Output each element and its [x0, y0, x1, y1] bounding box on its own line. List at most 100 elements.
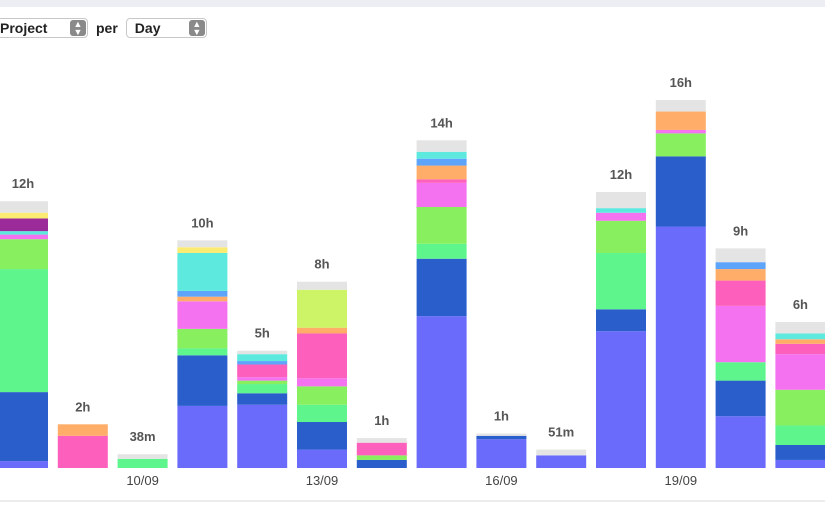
x-tick-label: 13/09 — [306, 473, 339, 488]
bar-segment — [416, 258, 467, 317]
bar-segment — [57, 435, 108, 468]
bar-segment — [715, 416, 766, 468]
bar-segment — [416, 182, 467, 207]
bar-segment — [297, 404, 347, 423]
bar-segment — [57, 424, 108, 436]
bar-segment — [775, 389, 825, 426]
bar-segment — [356, 455, 407, 460]
bar-segment — [416, 165, 467, 180]
bar-segment — [596, 252, 646, 310]
bar-segment — [775, 445, 825, 460]
bar-segment — [0, 218, 48, 232]
bar-segment — [297, 449, 347, 468]
total-label: 1h — [374, 413, 389, 428]
group-select[interactable]: Project ▲ ▼ — [0, 18, 88, 38]
bar-segment — [0, 239, 48, 270]
bar-segment — [0, 269, 48, 393]
top-strip — [0, 0, 825, 7]
bar-segment — [596, 192, 646, 209]
bar-segment — [177, 290, 228, 297]
bar-segment — [596, 220, 646, 253]
x-tick-label: 19/09 — [665, 473, 698, 488]
bar-segment — [715, 362, 766, 381]
bar-segment — [237, 364, 288, 378]
joiner: per — [96, 20, 118, 36]
bar-segment — [536, 455, 587, 468]
bar-segment — [416, 316, 467, 468]
bar-segment — [117, 458, 168, 468]
bar-segment — [416, 151, 467, 159]
bar-segment — [177, 247, 228, 253]
bar-segment — [655, 111, 706, 130]
bar-segment — [177, 348, 228, 356]
bar-segment — [356, 442, 407, 456]
bar-segment — [177, 301, 228, 329]
total-label: 51m — [548, 425, 574, 440]
bar-segment — [416, 158, 467, 166]
bar-segment — [416, 206, 467, 244]
bar-segment — [297, 422, 347, 450]
bar-segment — [0, 201, 48, 213]
bar-segment — [177, 405, 228, 468]
bar-segment — [655, 133, 706, 157]
total-label: 12h — [12, 176, 34, 191]
period-value: Day — [134, 20, 161, 36]
bar-segment — [177, 296, 228, 302]
total-label: 8h — [314, 257, 329, 272]
bar-segment — [0, 234, 48, 240]
bar-segment — [416, 140, 467, 152]
bar-segment — [237, 350, 288, 355]
bar-segment — [715, 248, 766, 263]
bar-segment — [297, 281, 347, 290]
bar-segment — [596, 208, 646, 213]
total-label: 6h — [793, 297, 808, 312]
total-label: 9h — [733, 223, 748, 238]
bar-segment — [655, 100, 706, 112]
bar-segment — [655, 129, 706, 134]
total-label: 5h — [255, 326, 270, 341]
x-tick-label: 10/09 — [126, 473, 159, 488]
bar-segment — [715, 280, 766, 306]
bar-segment — [117, 454, 168, 459]
bar-segment — [655, 226, 706, 468]
bar-segment — [0, 392, 48, 462]
total-label: 38m — [130, 429, 156, 444]
select-arrows: ▲ ▼ — [188, 20, 205, 37]
bar-segment — [297, 333, 347, 379]
bar-segment — [237, 361, 288, 365]
bar-segment — [715, 262, 766, 270]
bar-segment — [297, 327, 347, 334]
bar-segment — [536, 449, 587, 456]
bar-segment — [356, 459, 407, 468]
total-label: 14h — [430, 115, 452, 130]
bar-segment — [237, 354, 288, 362]
bar-segment — [476, 433, 527, 436]
bar-segment — [775, 343, 825, 355]
bar-segment — [775, 339, 825, 344]
bar-segment — [476, 435, 527, 440]
bar-segment — [237, 377, 288, 381]
bar-segment — [596, 212, 646, 221]
bar-segment — [297, 378, 347, 387]
bar-segment — [596, 309, 646, 332]
bar-segment — [775, 333, 825, 340]
x-tick-label: 16/09 — [485, 473, 518, 488]
period-select[interactable]: Day ▲ ▼ — [125, 18, 207, 38]
bar-segment — [655, 156, 706, 227]
bar-segment — [177, 328, 228, 349]
total-label: 16h — [670, 75, 692, 90]
bar-segment — [715, 380, 766, 417]
bar-segment — [177, 355, 228, 406]
bar-segment — [237, 404, 288, 468]
bar-segment — [0, 231, 48, 235]
bar-segment — [416, 179, 467, 183]
bar-segment — [715, 305, 766, 363]
total-label: 2h — [75, 399, 90, 414]
total-label: 1h — [494, 409, 509, 424]
bar-segment — [177, 240, 228, 248]
controls: Project ▲ ▼ per Day ▲ ▼ — [0, 17, 207, 39]
bar-segment — [297, 386, 347, 405]
total-label: 10h — [191, 215, 213, 230]
